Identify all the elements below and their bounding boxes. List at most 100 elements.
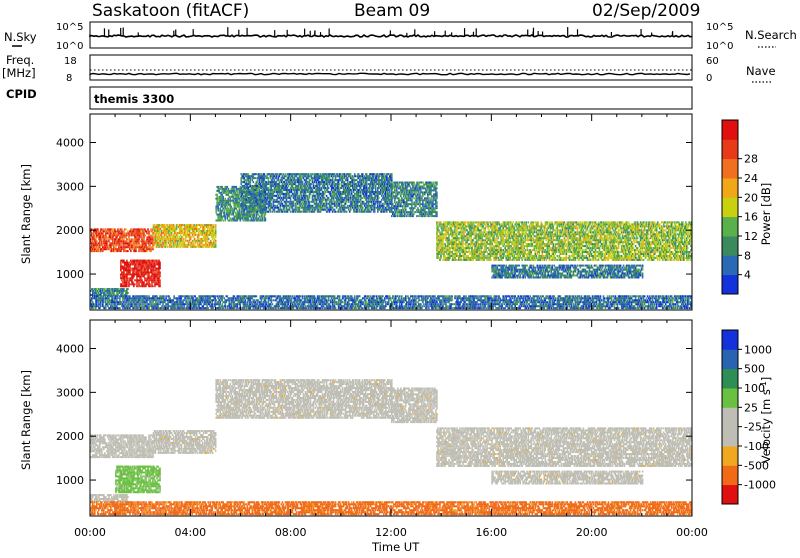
power-cell	[124, 248, 126, 250]
power-cell	[132, 244, 134, 246]
power-cell	[421, 211, 423, 213]
power-cell	[402, 207, 404, 209]
power-cell	[260, 197, 262, 199]
power-cell	[280, 207, 282, 209]
power-cell	[208, 226, 210, 228]
power-cell	[196, 226, 198, 228]
power-cell	[318, 179, 320, 181]
power-cell	[154, 224, 156, 226]
power-cell	[185, 232, 187, 234]
power-cell	[328, 197, 330, 199]
power-cell	[222, 208, 224, 210]
power-cell	[288, 185, 290, 187]
power-cell	[426, 191, 428, 193]
power-cell	[274, 175, 276, 177]
power-cell	[382, 179, 384, 181]
power-cell	[368, 203, 370, 205]
power-cell	[268, 187, 270, 189]
freq-tick-top: 18	[64, 56, 77, 67]
power-cell	[305, 191, 307, 193]
power-cell	[332, 185, 334, 187]
power-cell	[149, 285, 151, 287]
power-cell	[140, 230, 142, 232]
power-cell	[412, 211, 414, 213]
power-cell	[253, 181, 255, 183]
power-cell	[151, 264, 153, 266]
power-cell	[137, 266, 139, 268]
power-cell	[271, 205, 273, 207]
power-cell	[358, 199, 360, 201]
power-cell	[289, 175, 291, 177]
power-cell	[259, 189, 261, 191]
power-cell	[358, 197, 360, 199]
power-cell	[299, 189, 301, 191]
power-cell	[323, 195, 325, 197]
power-cell	[213, 226, 215, 228]
power-cell	[149, 244, 151, 246]
power-cell	[335, 185, 337, 187]
power-cell	[428, 215, 430, 217]
power-cell	[132, 277, 134, 279]
power-cell	[385, 195, 387, 197]
power-cell	[328, 187, 330, 189]
power-cell	[232, 208, 234, 210]
power-cell	[106, 238, 108, 240]
power-cell	[380, 201, 382, 203]
power-cell	[366, 199, 368, 201]
power-cell	[106, 248, 108, 250]
power-cell	[338, 211, 340, 213]
power-cell	[279, 197, 281, 199]
power-cell	[352, 175, 354, 177]
power-cell	[386, 211, 388, 213]
power-cell	[276, 195, 278, 197]
power-cell	[147, 246, 149, 248]
power-cell	[349, 193, 351, 195]
power-cell	[312, 205, 314, 207]
power-cell	[118, 246, 120, 248]
power-cell	[207, 232, 209, 234]
power-cell	[278, 207, 280, 209]
power-cell	[250, 183, 252, 185]
power-cell	[354, 173, 356, 175]
power-cell	[307, 195, 309, 197]
power-cell	[321, 187, 323, 189]
power-cell	[322, 201, 324, 203]
power-cell	[137, 281, 139, 283]
power-cell	[426, 211, 428, 213]
power-cell	[159, 226, 161, 228]
power-cell	[334, 191, 336, 193]
power-cell	[302, 187, 304, 189]
nave-tick-bottom: 0	[706, 73, 712, 84]
power-cell	[144, 234, 146, 236]
power-cell	[234, 210, 236, 212]
power-cell	[122, 292, 124, 294]
power-cell	[419, 201, 421, 203]
power-cell	[227, 186, 229, 188]
power-cell	[419, 205, 421, 207]
power-cell	[324, 203, 326, 205]
power-cell	[415, 211, 417, 213]
power-cell	[265, 197, 267, 199]
power-cell	[388, 205, 390, 207]
power-cell	[229, 220, 231, 222]
power-cell	[101, 240, 103, 242]
power-cell	[290, 177, 292, 179]
power-cell	[207, 236, 209, 238]
power-cell	[110, 234, 112, 236]
power-cell	[373, 185, 375, 187]
power-cell	[340, 191, 342, 193]
power-cell	[125, 228, 127, 230]
power-cell	[361, 205, 363, 207]
power-cell	[193, 242, 195, 244]
noise-trace	[90, 27, 692, 37]
power-cell	[118, 234, 120, 236]
power-cell	[387, 201, 389, 203]
power-cell	[424, 209, 426, 211]
power-cell	[152, 285, 154, 287]
power-cell	[319, 185, 321, 187]
power-cell	[281, 181, 283, 183]
power-cell	[288, 177, 290, 179]
power-cell	[313, 185, 315, 187]
power-cell	[357, 209, 359, 211]
power-cell	[105, 234, 107, 236]
